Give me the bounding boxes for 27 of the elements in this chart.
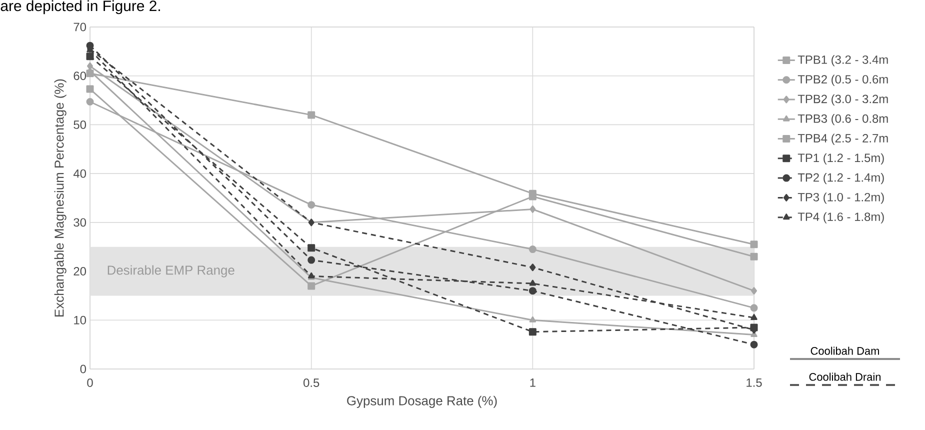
band-label: Desirable EMP Range — [108, 265, 234, 278]
legend-label: TPB3 (0.6 - 0.8m — [798, 114, 888, 126]
x-axis-title: Gypsum Dosage Rate (%) — [347, 396, 497, 408]
y-tick-label: 70 — [74, 22, 86, 32]
y-tick-label: 0 — [80, 364, 86, 374]
legend-label: TP2 (1.2 - 1.4m) — [798, 172, 884, 184]
legend-label: TPB4 (2.5 - 2.7m — [798, 134, 888, 145]
legend-label: TPB2 (0.5 - 0.6m — [798, 74, 888, 86]
legend-label: TP4 (1.6 - 1.8m) — [798, 212, 884, 224]
text: are depicted in Figure 2. — [0, 0, 160, 14]
text: Coolibah Drain — [809, 372, 880, 381]
x-tick-label: 0 — [87, 378, 93, 387]
y-tick-label: 40 — [73, 169, 86, 178]
x-tick-label: 1 — [530, 378, 536, 387]
legend-label: TP1 (1.2 - 1.5m) — [798, 153, 884, 164]
y-tick-label: 10 — [74, 316, 86, 324]
y-tick-label: 30 — [74, 218, 86, 227]
text: Coolibah Dam — [810, 346, 879, 355]
y-axis-title: Exchangable Magnesium Percentage (%) — [54, 79, 66, 316]
x-tick-label: 0.5 — [304, 378, 320, 387]
y-tick-label: 50 — [74, 120, 86, 129]
y-tick-label: 60 — [74, 72, 86, 80]
legend-label: TP3 (1.0 - 1.2m) — [798, 192, 884, 204]
y-tick-label: 20 — [74, 267, 86, 276]
x-tick-label: 1.5 — [746, 378, 762, 387]
legend-label: TPB1 (3.2 - 3.4m — [798, 55, 888, 66]
legend-label: TPB2 (3.0 - 3.2m — [798, 94, 888, 106]
